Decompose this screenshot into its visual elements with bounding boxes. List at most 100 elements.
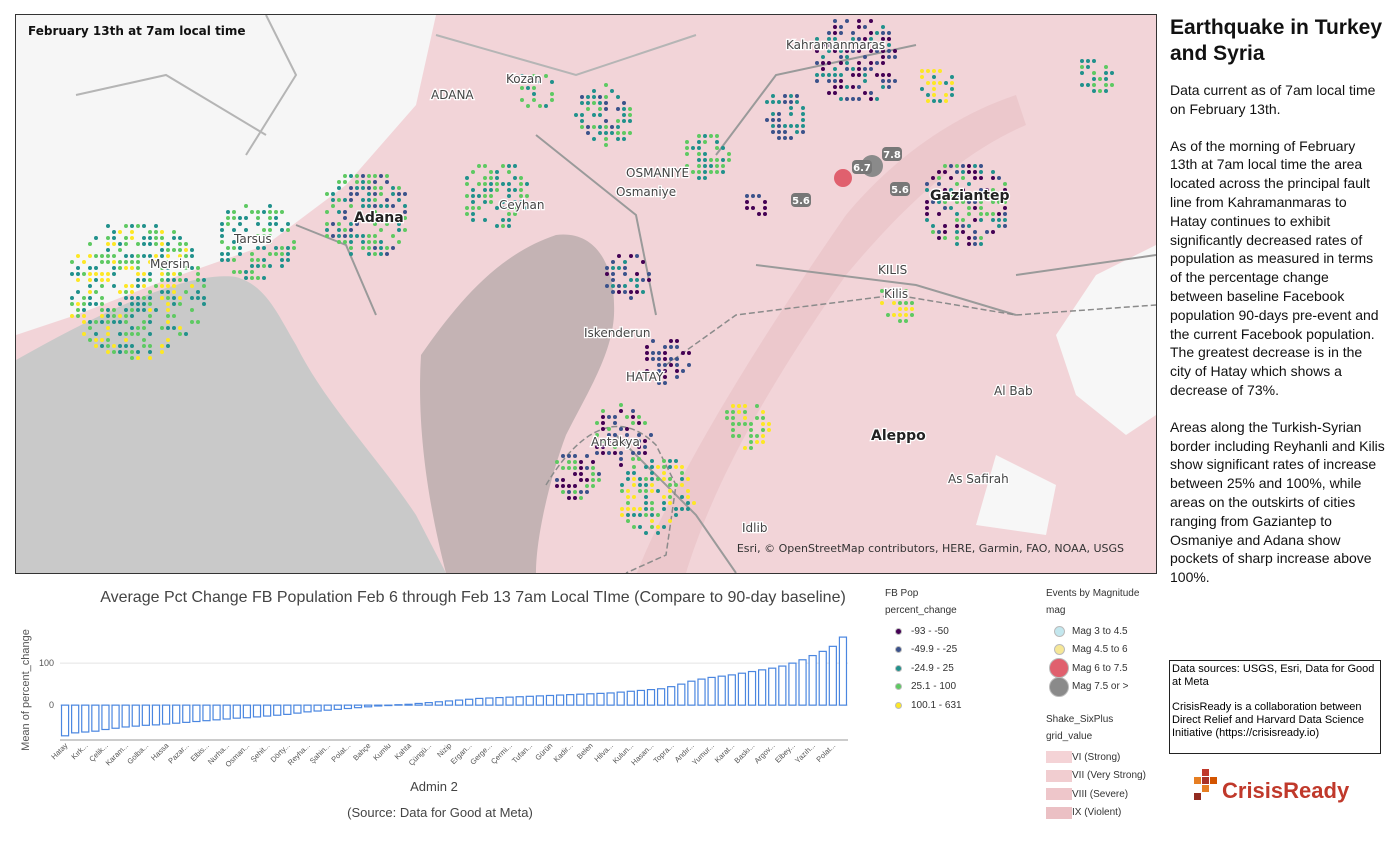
pop-dot	[863, 25, 867, 29]
pop-dot	[604, 95, 608, 99]
bar	[273, 704, 282, 716]
legend-item: -24.9 - 25	[885, 659, 962, 678]
pop-dot	[379, 174, 383, 178]
pop-dot	[172, 230, 176, 234]
pop-dot	[631, 457, 635, 461]
pop-dot	[106, 272, 110, 276]
pop-dot	[641, 260, 645, 264]
pop-dot	[160, 230, 164, 234]
pop-dot	[926, 99, 930, 103]
pop-dot	[645, 357, 649, 361]
pop-dot	[532, 74, 536, 78]
pop-dot	[286, 258, 290, 262]
pop-dot	[196, 278, 200, 282]
pop-dot	[617, 284, 621, 288]
legend-item: -93 - -50	[885, 622, 962, 641]
pop-dot	[579, 478, 583, 482]
pop-dot	[250, 252, 254, 256]
pop-dot	[644, 477, 648, 481]
pop-dot	[585, 454, 589, 458]
pop-dot	[1092, 71, 1096, 75]
pop-dot	[643, 445, 647, 449]
pop-dot	[650, 489, 654, 493]
pop-dot	[783, 94, 787, 98]
pop-dot	[256, 258, 260, 262]
pop-dot	[391, 216, 395, 220]
pop-dot	[1080, 65, 1084, 69]
pop-dot	[148, 290, 152, 294]
legend-item: VII (Very Strong)	[1046, 767, 1146, 786]
pop-dot	[697, 158, 701, 162]
bar	[626, 690, 635, 706]
map-label: OSMANIYE	[626, 166, 689, 180]
pop-dot	[532, 92, 536, 96]
pop-dot	[607, 451, 611, 455]
pop-dot	[1080, 83, 1084, 87]
pop-dot	[616, 119, 620, 123]
pop-dot	[580, 113, 584, 117]
pop-dot	[651, 351, 655, 355]
pop-dot	[657, 381, 661, 385]
pop-dot	[501, 218, 505, 222]
pop-dot	[591, 460, 595, 464]
pop-dot	[507, 194, 511, 198]
pop-dot	[94, 344, 98, 348]
pop-dot	[619, 427, 623, 431]
legend-symbol	[885, 701, 911, 709]
bar	[343, 704, 353, 710]
legend-item: 25.1 - 100	[885, 678, 962, 697]
pop-dot	[262, 228, 266, 232]
pop-dot	[721, 164, 725, 168]
legend-symbol	[1046, 751, 1072, 764]
pop-dot	[397, 198, 401, 202]
pop-dot	[845, 43, 849, 47]
pop-dot	[881, 79, 885, 83]
pop-dot	[355, 234, 359, 238]
pop-dot	[555, 484, 559, 488]
pop-dot	[124, 224, 128, 228]
logo-mark	[1202, 785, 1209, 792]
pop-dot	[801, 130, 805, 134]
pop-dot	[106, 314, 110, 318]
pop-dot	[611, 260, 615, 264]
pop-dot	[519, 200, 523, 204]
pop-dot	[379, 252, 383, 256]
pop-dot	[967, 224, 971, 228]
pop-dot	[477, 194, 481, 198]
pop-dot	[256, 246, 260, 250]
pop-dot	[337, 228, 341, 232]
quake-badge	[791, 193, 811, 207]
pop-dot	[124, 242, 128, 246]
pop-dot	[973, 194, 977, 198]
pop-dot	[196, 320, 200, 324]
pop-dot	[920, 87, 924, 91]
pop-dot	[937, 194, 941, 198]
pop-dot	[489, 194, 493, 198]
pop-dot	[244, 270, 248, 274]
pop-dot	[973, 206, 977, 210]
pop-dot	[607, 433, 611, 437]
pop-dot	[349, 234, 353, 238]
pop-dot	[643, 451, 647, 455]
pop-dot	[148, 320, 152, 324]
pop-dot	[815, 61, 819, 65]
pop-dot	[950, 81, 954, 85]
pop-dot	[887, 55, 891, 59]
pop-dot	[349, 204, 353, 208]
pop-dot	[973, 218, 977, 222]
pop-dot	[88, 320, 92, 324]
pop-dot	[142, 236, 146, 240]
bar	[778, 665, 787, 706]
legend-item: IX (Violent)	[1046, 804, 1146, 823]
pop-dot	[585, 466, 589, 470]
pop-dot	[997, 194, 1001, 198]
bar	[515, 696, 524, 706]
bar	[424, 702, 433, 706]
pop-dot	[118, 320, 122, 324]
fault-zone	[636, 95, 1026, 573]
pop-dot	[731, 434, 735, 438]
pop-dot	[674, 459, 678, 463]
pop-dot	[337, 210, 341, 214]
bar	[91, 704, 100, 732]
x-tick-label: Reyha...	[286, 741, 312, 767]
